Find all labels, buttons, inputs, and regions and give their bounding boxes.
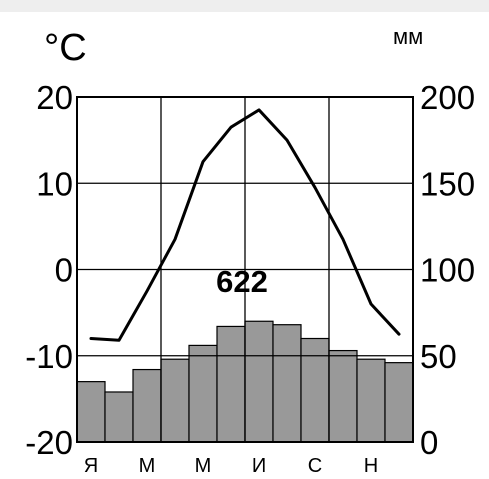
right-tick-label: 200 — [420, 79, 475, 116]
precip-bar — [300, 337, 330, 443]
month-label: С — [308, 455, 322, 477]
precip-bar — [188, 344, 218, 443]
month-label: Н — [364, 455, 378, 477]
left-unit-label: °C — [44, 27, 87, 69]
right-axis-ticks: 200 150 100 50 0 — [420, 79, 475, 461]
month-label: М — [139, 455, 156, 477]
plot-frame — [76, 96, 414, 443]
right-tick-label: 0 — [420, 424, 438, 461]
precipitation-bars — [76, 320, 414, 443]
right-tick-label: 150 — [420, 165, 475, 202]
temperature-line — [89, 108, 401, 342]
month-label: И — [252, 455, 266, 477]
precip-bar — [356, 358, 386, 443]
month-label: Я — [84, 455, 98, 477]
left-tick-label: 0 — [55, 252, 73, 289]
month-label: М — [195, 455, 212, 477]
left-tick-label: -10 — [25, 338, 73, 375]
left-tick-label: 10 — [36, 165, 73, 202]
right-tick-label: 50 — [420, 338, 457, 375]
precip-bar — [104, 391, 134, 443]
precip-bar — [76, 381, 106, 443]
precip-bar — [328, 349, 358, 443]
top-strip — [0, 0, 489, 12]
right-tick-label: 100 — [420, 252, 475, 289]
left-tick-label: 20 — [36, 79, 73, 116]
left-axis-ticks: 20 10 0 -10 -20 — [25, 79, 73, 461]
precip-bar — [216, 325, 246, 443]
precip-bar — [160, 358, 190, 443]
precip-total-label: 622 — [216, 264, 268, 299]
right-unit-label: мм — [393, 24, 423, 49]
left-tick-label: -20 — [25, 424, 73, 461]
precip-bar — [384, 362, 414, 443]
precip-bar — [272, 324, 302, 443]
precip-bar — [244, 320, 274, 443]
precip-bar — [132, 368, 162, 443]
